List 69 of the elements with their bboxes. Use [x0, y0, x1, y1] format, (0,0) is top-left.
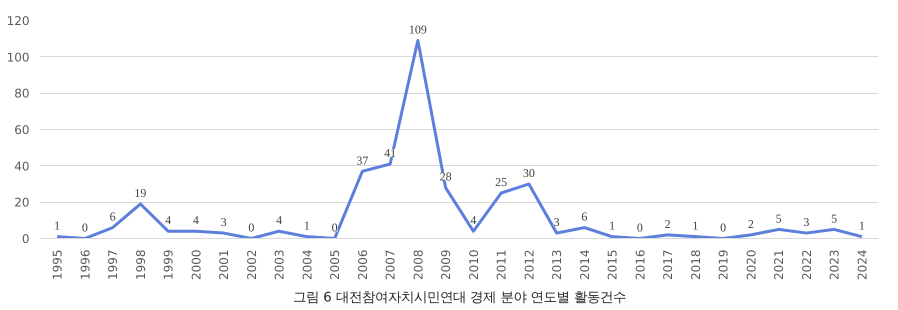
- caption: 그림 6 대전참여자치시민연대 경제 분야 연도별 활동건수: [293, 290, 626, 306]
- x-tick-label: 2001: [217, 249, 232, 280]
- x-tick-label: 1997: [106, 249, 120, 280]
- y-tick-label: 0: [22, 232, 30, 246]
- x-tick-label: 1998: [134, 249, 148, 280]
- data-label: 37: [356, 153, 368, 168]
- x-tick-label: 2021: [772, 249, 786, 280]
- x-tick-label: 1996: [78, 249, 92, 280]
- data-label: 3: [220, 215, 227, 230]
- data-label: 19: [134, 186, 146, 200]
- x-tick-label: 2013: [550, 249, 564, 280]
- x-tick-label: 2000: [189, 249, 204, 280]
- data-label: 41: [384, 146, 396, 160]
- x-tick-label: 2004: [300, 249, 314, 280]
- data-label: 2: [664, 216, 671, 231]
- data-label: 3: [554, 215, 560, 230]
- x-tick-label: 1995: [50, 249, 65, 280]
- data-label: 6: [581, 210, 588, 224]
- x-tick-label: 2012: [522, 249, 536, 280]
- y-tick-label: 80: [14, 86, 30, 101]
- y-tick-label: 120: [6, 14, 30, 28]
- x-tick-label: 2022: [800, 249, 814, 280]
- data-label: 4: [470, 213, 476, 228]
- x-tick-label: 2017: [661, 249, 676, 280]
- x-tick-label: 2006: [356, 249, 370, 280]
- data-label: 0: [82, 220, 88, 234]
- data-label: 5: [776, 211, 782, 226]
- x-tick-label: 2005: [328, 249, 342, 280]
- data-label: 2: [748, 216, 754, 231]
- data-label: 25: [495, 175, 508, 190]
- line-series: [56, 38, 864, 238]
- x-tick-label: 2009: [439, 249, 454, 280]
- data-label: 1: [609, 218, 616, 233]
- data-label: 109: [408, 22, 427, 36]
- data-label: 4: [165, 213, 172, 228]
- y-tick-label: 40: [14, 159, 30, 174]
- data-label: 3: [803, 215, 810, 230]
- y-tick-label: 60: [14, 123, 30, 137]
- data-label: 1: [304, 218, 310, 233]
- x-tick-label: 1999: [162, 249, 176, 280]
- data-label: 1: [858, 218, 865, 233]
- data-label: 0: [332, 220, 338, 234]
- y-tick-label: 100: [6, 50, 30, 64]
- data-label: 0: [636, 220, 643, 234]
- x-tick-label: 2003: [272, 249, 287, 280]
- x-tick-label: 2007: [384, 249, 398, 280]
- data-label: 28: [440, 170, 452, 184]
- x-tick-label: 2011: [494, 249, 509, 280]
- x-tick-label: 2008: [411, 249, 426, 280]
- data-label: 4: [192, 213, 199, 228]
- data-label: 0: [720, 220, 726, 234]
- x-tick-label: 2020: [744, 249, 758, 280]
- x-tick-label: 2014: [578, 249, 592, 280]
- data-label: 4: [276, 213, 282, 228]
- x-tick-label: 2019: [716, 249, 731, 280]
- x-tick-label: 2002: [244, 249, 259, 280]
- data-label: 6: [110, 210, 116, 224]
- x-tick-label: 2023: [828, 249, 842, 280]
- x-tick-label: 2010: [466, 249, 481, 280]
- data-label: 5: [831, 211, 838, 226]
- x-tick-label: 2024: [855, 249, 870, 280]
- data-label: 30: [522, 166, 535, 180]
- x-tick-label: 2018: [688, 249, 703, 280]
- y-tick-label: 20: [14, 196, 30, 210]
- data-label: 1: [692, 218, 698, 233]
- x-tick-label: 2016: [633, 249, 648, 280]
- x-tick-label: 2015: [606, 249, 620, 280]
- data-label: 1: [54, 218, 60, 233]
- data-label: 0: [248, 220, 254, 234]
